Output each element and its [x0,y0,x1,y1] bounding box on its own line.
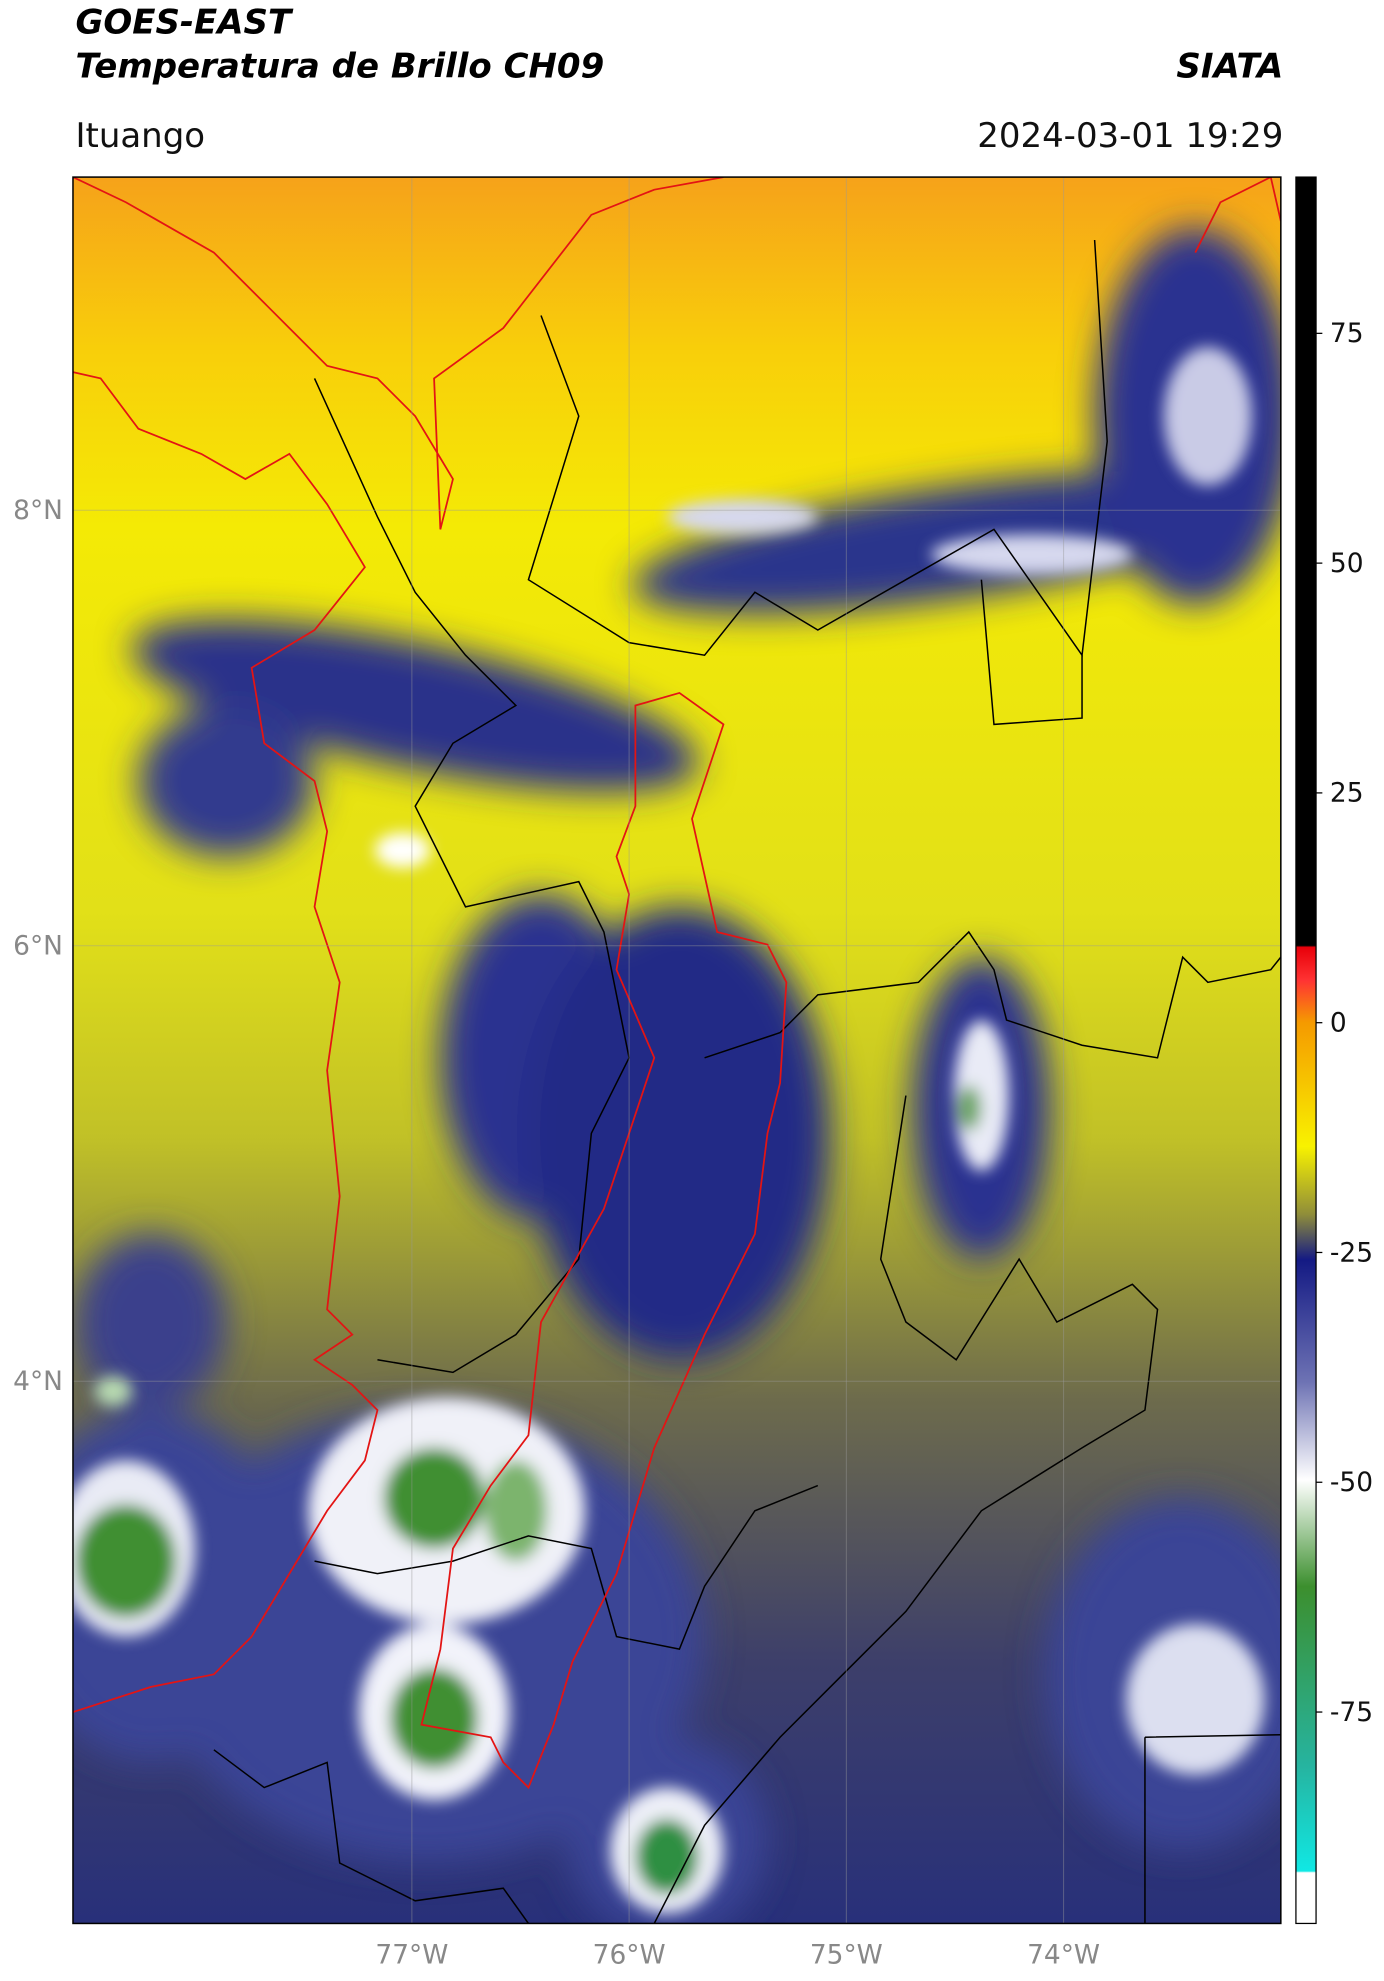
location: Ituango [75,116,205,156]
x-tick-label: 77°W [375,1940,448,1971]
x-tick-label: 75°W [810,1940,883,1971]
map-frame [72,176,1282,1925]
graticule [72,177,1281,1924]
colorbar [1295,176,1317,1925]
y-tick-label: 4°N [13,1366,63,1397]
colorbar-tick-label: 25 [1330,778,1364,809]
y-tick-label: 8°N [13,495,63,526]
colorbar-tick-label: -75 [1330,1697,1373,1728]
timestamp: 2024-03-01 19:29 [977,116,1283,156]
colorbar-tick-label: -50 [1330,1467,1373,1498]
brand: SIATA [1176,47,1283,87]
satellite-image [72,177,1281,1924]
colorbar-tick-label: 0 [1330,1007,1347,1038]
x-tick-label: 74°W [1027,1940,1100,1971]
subtitle: Temperatura de Brillo CH09 [75,47,604,87]
colorbar-tick-label: 75 [1330,318,1364,349]
colorbar-tick-label: -25 [1330,1237,1373,1268]
y-tick-label: 6°N [13,931,63,962]
x-tick-label: 76°W [593,1940,666,1971]
colorbar-tick-label: 50 [1330,548,1364,579]
title: GOES-EAST [75,3,293,43]
